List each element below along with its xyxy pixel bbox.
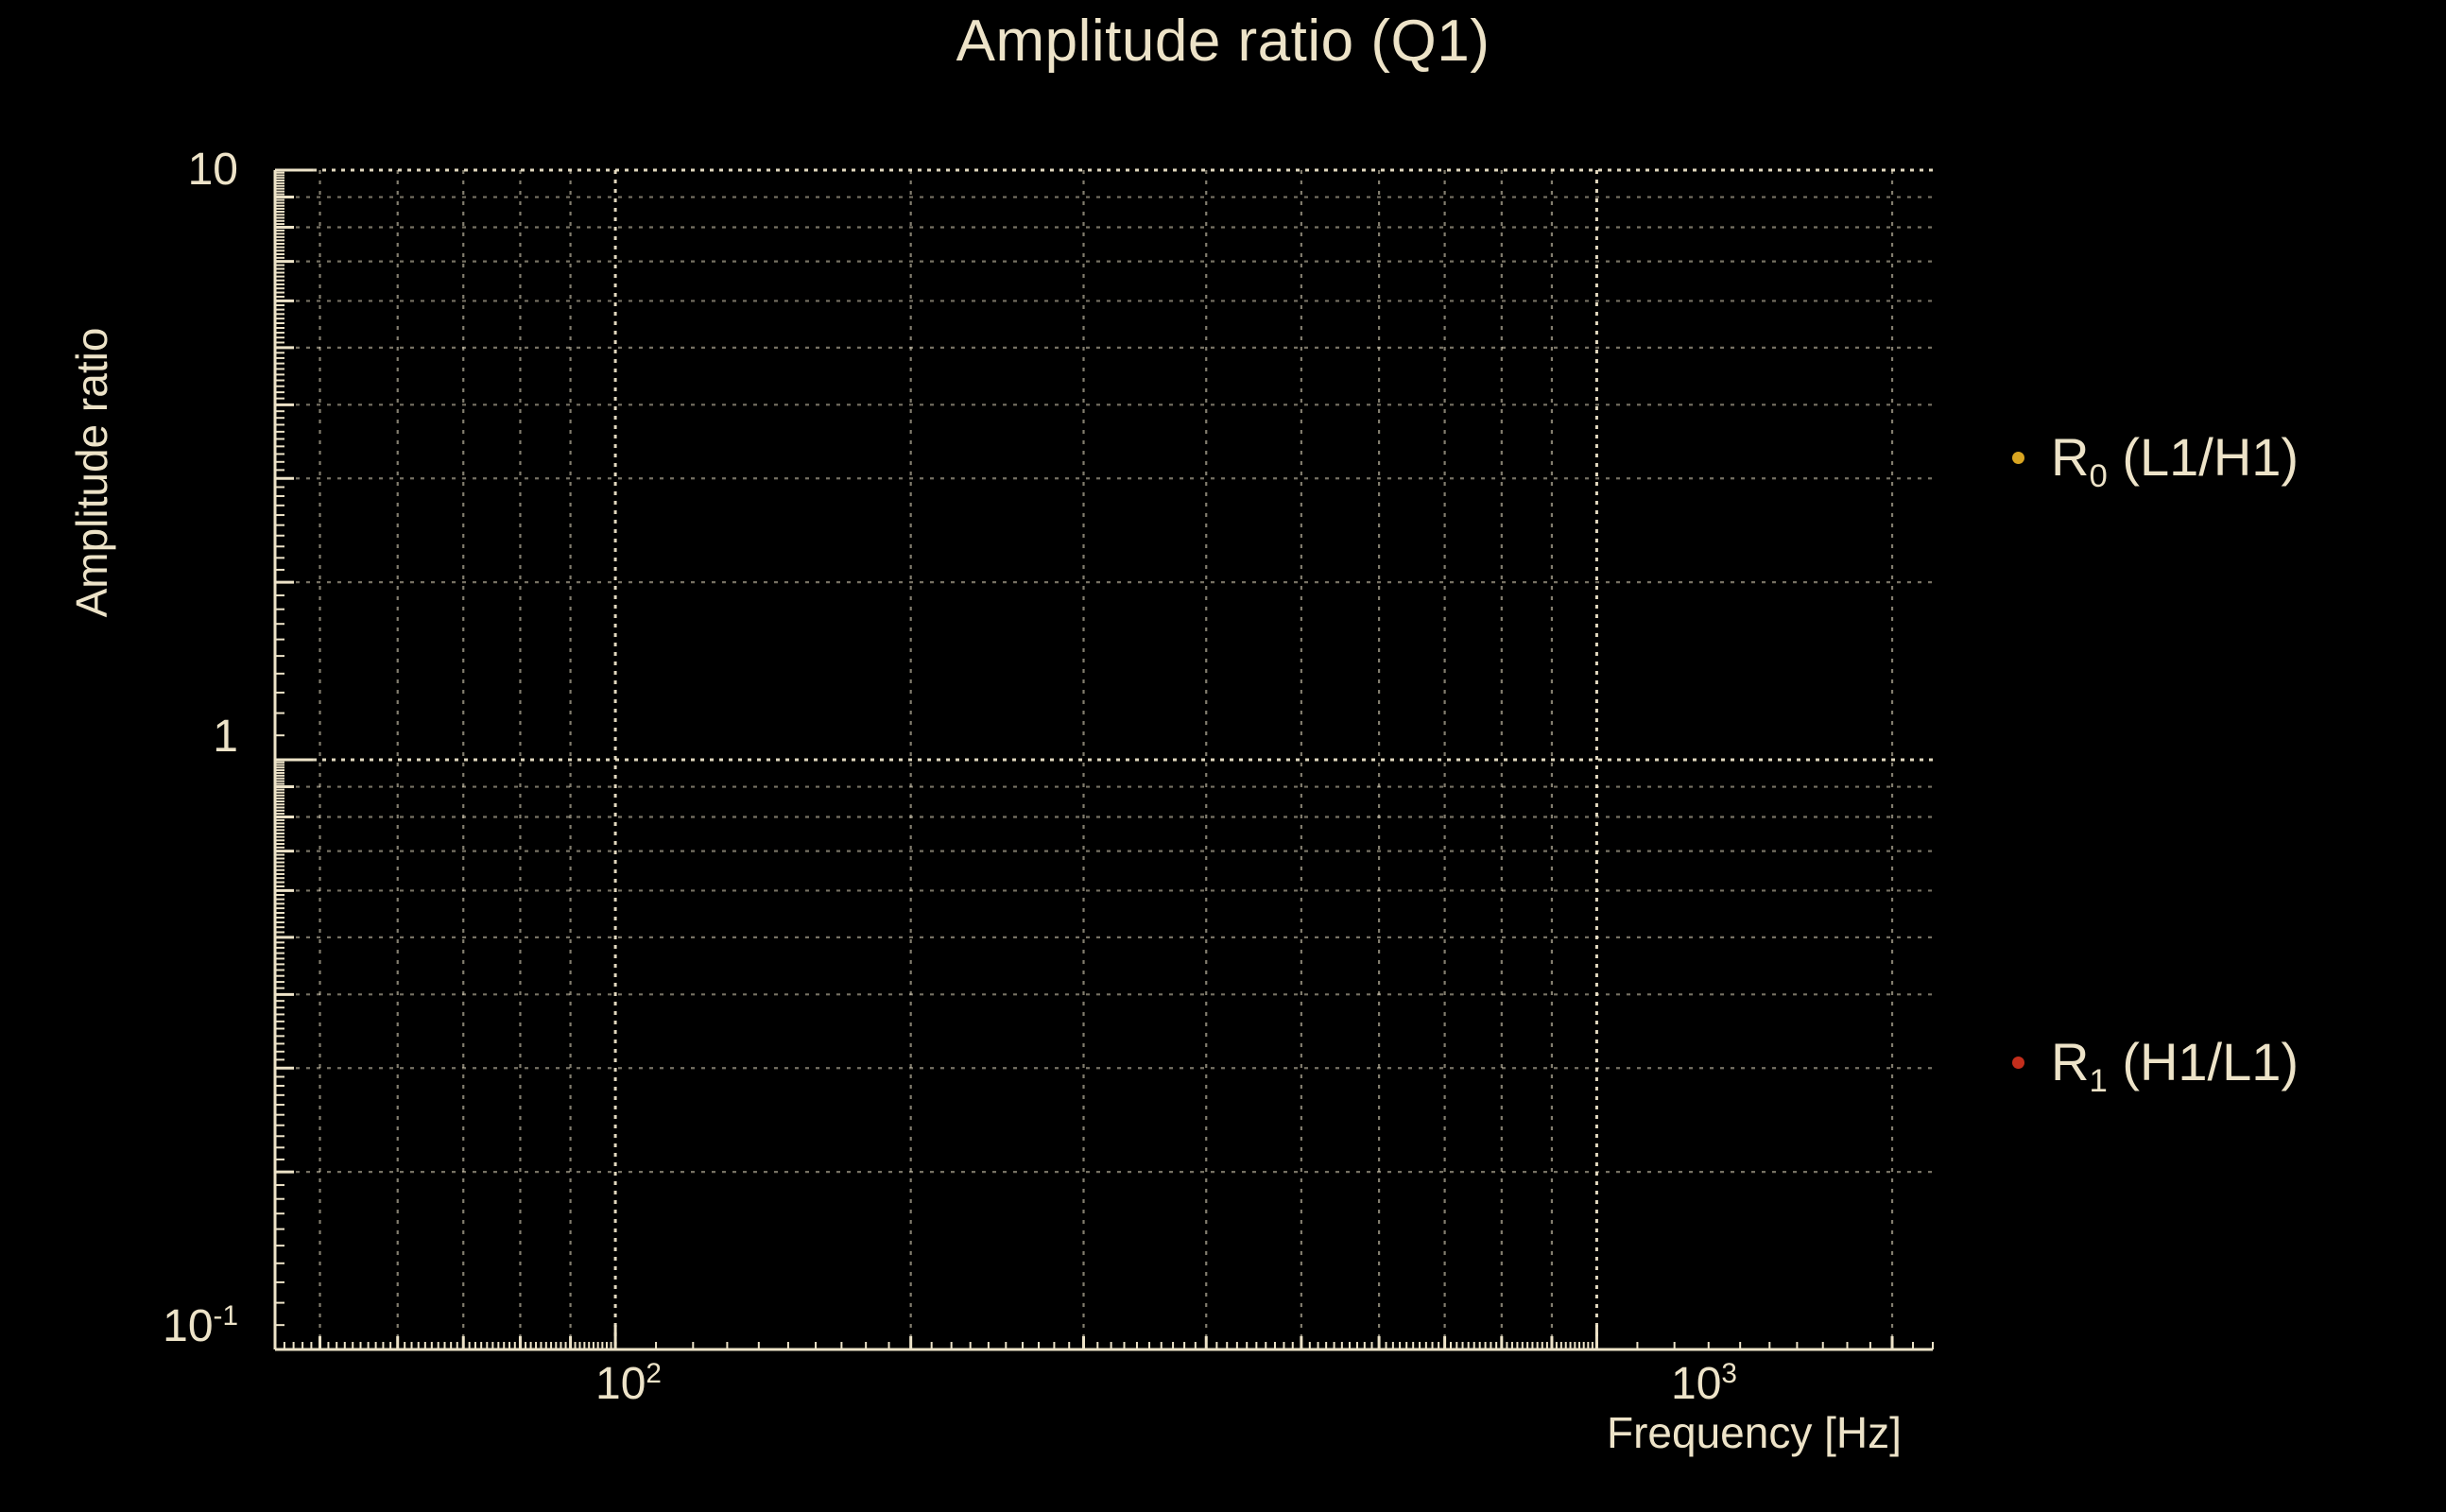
x-tick-mantissa: 10: [595, 1359, 646, 1409]
y-tick-label-10: 10: [0, 147, 257, 193]
legend-label-main: R: [2051, 427, 2090, 487]
legend-marker-r0: [1985, 420, 2051, 495]
x-axis-title-label: Frequency [Hz]: [1607, 1408, 1902, 1457]
legend-label-r0: R0 (L1/H1): [2051, 427, 2300, 493]
y-axis-title-label: Amplitude ratio: [67, 327, 116, 618]
y-tick-label-10em1: 10-1: [0, 1301, 257, 1351]
page-title: Amplitude ratio (Q1): [956, 9, 1490, 74]
x-tick-exponent: 2: [646, 1358, 662, 1389]
dot-icon: [2011, 451, 2024, 464]
legend-item-r1[interactable]: R1 (H1/L1): [1985, 1024, 2429, 1100]
y-tick-label-1: 1: [0, 714, 257, 760]
legend-item-r0[interactable]: R0 (L1/H1): [1985, 420, 2429, 495]
x-tick-label-1e2: 102: [534, 1358, 723, 1409]
x-tick-label-1e3: 103: [1610, 1358, 1799, 1409]
legend-label-sub: 0: [2089, 458, 2108, 495]
x-tick-mantissa: 10: [1671, 1359, 1722, 1409]
x-tick-exponent: 3: [1721, 1358, 1737, 1389]
y-tick-mantissa: 10: [163, 1301, 214, 1351]
horizontal-gridlines: [275, 168, 1933, 1351]
legend-label-main: R: [2051, 1032, 2090, 1091]
legend: R0 (L1/H1) R1 (H1/L1): [1985, 170, 2429, 1349]
axis-spines: [273, 170, 1933, 1351]
plot-grid: [273, 168, 1934, 1351]
legend-label-tail: (H1/L1): [2107, 1032, 2300, 1091]
dot-icon: [2011, 1056, 2024, 1069]
legend-marker-r1: [1985, 1024, 2051, 1100]
legend-label-tail: (L1/H1): [2107, 427, 2300, 487]
y-axis-title: Amplitude ratio: [66, 132, 117, 813]
y-tick-exponent: -1: [213, 1300, 238, 1332]
legend-label-r1: R1 (H1/L1): [2051, 1032, 2300, 1098]
plot-area: [273, 168, 1934, 1351]
x-axis-ticks: [274, 1325, 1934, 1349]
y-tick-mantissa: 10: [187, 145, 238, 195]
legend-label-sub: 1: [2089, 1063, 2108, 1100]
y-tick-mantissa: 1: [213, 712, 238, 762]
